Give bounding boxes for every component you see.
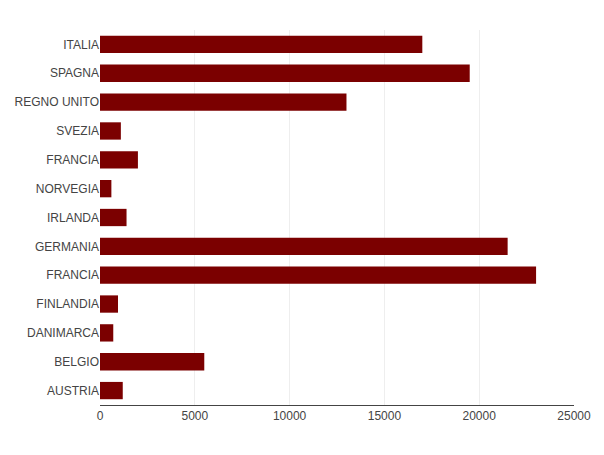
svg-text:GERMANIA: GERMANIA	[35, 240, 99, 254]
svg-text:FINLANDIA: FINLANDIA	[36, 297, 99, 311]
svg-text:20000: 20000	[463, 409, 497, 423]
svg-text:SPAGNA: SPAGNA	[50, 66, 99, 80]
svg-text:IRLANDA: IRLANDA	[47, 211, 99, 225]
svg-text:FRANCIA: FRANCIA	[46, 153, 99, 167]
svg-text:15000: 15000	[368, 409, 402, 423]
svg-text:REGNO UNITO: REGNO UNITO	[15, 95, 99, 109]
svg-text:AUSTRIA: AUSTRIA	[47, 384, 99, 398]
svg-text:FRANCIA: FRANCIA	[46, 268, 99, 282]
svg-text:25000: 25000	[557, 409, 591, 423]
svg-text:5000: 5000	[181, 409, 208, 423]
svg-text:ITALIA: ITALIA	[63, 38, 99, 52]
svg-text:DANIMARCA: DANIMARCA	[27, 326, 99, 340]
svg-text:0: 0	[97, 409, 104, 423]
svg-text:BELGIO: BELGIO	[54, 355, 99, 369]
svg-text:10000: 10000	[273, 409, 307, 423]
svg-text:NORVEGIA: NORVEGIA	[36, 182, 99, 196]
svg-text:SVEZIA: SVEZIA	[56, 124, 99, 138]
